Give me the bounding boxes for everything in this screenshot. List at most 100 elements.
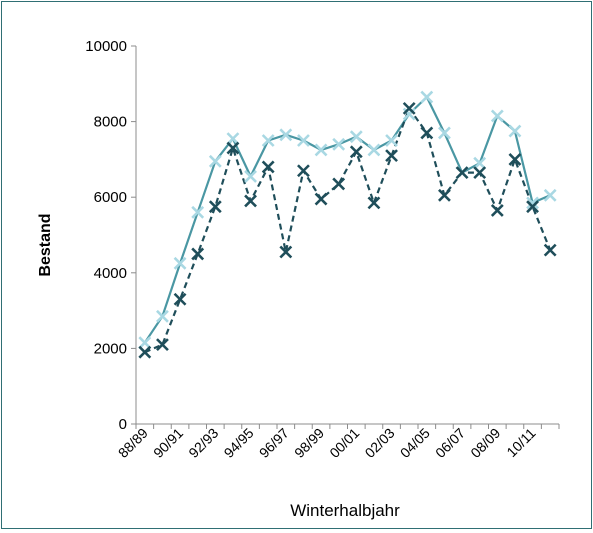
x-tick-label: 90/91: [150, 425, 186, 461]
x-marker-stroke: [156, 338, 169, 352]
series-dashed-point: [191, 247, 205, 261]
y-tick-label: 4000: [94, 265, 127, 282]
series-solid-point: [208, 154, 222, 168]
x-marker-stroke: [138, 336, 152, 350]
x-marker-stroke: [490, 109, 504, 123]
x-marker-stroke: [244, 169, 257, 183]
x-marker-stroke: [261, 134, 275, 147]
series-solid-point: [508, 124, 522, 138]
series-solid-point: [526, 196, 539, 210]
series-dashed-point: [349, 145, 363, 159]
x-marker-stroke: [367, 196, 381, 210]
series-dashed-point: [208, 200, 222, 214]
x-marker-stroke: [208, 154, 222, 168]
x-marker-stroke: [508, 152, 522, 166]
x-marker-stroke: [279, 128, 293, 142]
x-marker-stroke: [297, 164, 310, 178]
series-dashed-point: [402, 101, 416, 115]
x-marker-stroke: [332, 137, 346, 151]
x-marker-stroke: [526, 196, 539, 210]
y-tick-label: 10000: [85, 38, 127, 55]
x-tick-label: 94/95: [221, 425, 257, 461]
x-marker-stroke: [208, 200, 222, 214]
x-marker-stroke: [314, 143, 328, 157]
series-solid-point: [226, 132, 240, 146]
x-marker-stroke: [349, 145, 363, 159]
series-dashed-point: [138, 345, 152, 359]
series-solid-point: [156, 309, 169, 323]
x-axis-label: Winterhalbjahr: [290, 501, 400, 520]
series-dashed-point: [526, 200, 539, 214]
series-dashed-point: [314, 192, 328, 206]
x-marker-stroke: [226, 141, 240, 155]
y-tick-label: 2000: [94, 340, 127, 357]
x-marker-stroke: [156, 309, 169, 323]
series-solid-point: [438, 126, 451, 140]
x-marker-stroke: [367, 143, 381, 157]
x-marker-stroke: [138, 345, 152, 359]
series-solid-point: [297, 134, 310, 147]
x-marker-stroke: [191, 205, 205, 219]
series-solid-point: [314, 143, 328, 157]
x-tick-label: 06/07: [432, 425, 468, 461]
x-marker-stroke: [526, 200, 539, 214]
x-marker-stroke: [261, 160, 275, 174]
x-marker-stroke: [332, 177, 346, 191]
series-dashed-point: [244, 194, 257, 208]
x-marker-stroke: [402, 101, 416, 115]
series-dashed-point: [173, 292, 187, 306]
x-marker-stroke: [455, 166, 469, 180]
x-marker-stroke: [349, 130, 363, 144]
series-dashed-point: [385, 149, 398, 163]
series-dashed-point: [226, 141, 240, 155]
x-tick-label: 98/99: [291, 425, 327, 461]
series-solid-point: [490, 109, 504, 123]
x-tick-label: 96/97: [256, 425, 292, 461]
series-solid-point: [367, 143, 381, 157]
series-solid-line: [143, 95, 551, 344]
x-marker-stroke: [420, 90, 434, 104]
series-dashed-point: [508, 152, 522, 166]
series-solid-point: [473, 156, 487, 170]
series-solid-point: [385, 134, 398, 147]
series-solid-point: [138, 336, 152, 350]
x-marker-stroke: [191, 247, 205, 261]
series-dashed-point: [455, 166, 469, 180]
x-tick-label: 08/09: [467, 425, 503, 461]
x-marker-stroke: [420, 126, 434, 140]
x-marker-stroke: [314, 192, 328, 206]
series-dashed-point: [473, 166, 487, 180]
series-solid-point: [279, 128, 293, 142]
x-marker-stroke: [543, 188, 557, 202]
series-dashed-point: [420, 126, 434, 140]
series-solid-point: [420, 90, 434, 104]
series-dashed-point: [279, 245, 293, 259]
x-marker-stroke: [226, 132, 240, 146]
series-solid-point: [349, 130, 363, 144]
x-marker-stroke: [173, 292, 187, 306]
x-marker-stroke: [473, 156, 487, 170]
y-axis-label: Bestand: [37, 213, 54, 276]
x-marker-stroke: [385, 149, 398, 163]
x-tick-label: 04/05: [397, 425, 433, 461]
x-marker-stroke: [543, 243, 557, 257]
x-marker-stroke: [508, 124, 522, 138]
x-tick-label: 92/93: [185, 425, 221, 461]
x-marker-stroke: [173, 256, 187, 270]
series-dashed-point: [156, 338, 169, 352]
series-dashed-point: [367, 196, 381, 210]
x-tick-label: 02/03: [362, 425, 398, 461]
x-marker-stroke: [297, 134, 310, 147]
series-solid-point: [332, 137, 346, 151]
x-marker-stroke: [473, 166, 487, 180]
y-tick-label: 0: [119, 416, 127, 433]
x-marker-stroke: [244, 194, 257, 208]
series-solid-point: [261, 134, 275, 147]
chart-series: [138, 90, 557, 359]
series-dashed-point: [543, 243, 557, 257]
series-dashed-point: [332, 177, 346, 191]
y-tick-label: 8000: [94, 114, 127, 131]
